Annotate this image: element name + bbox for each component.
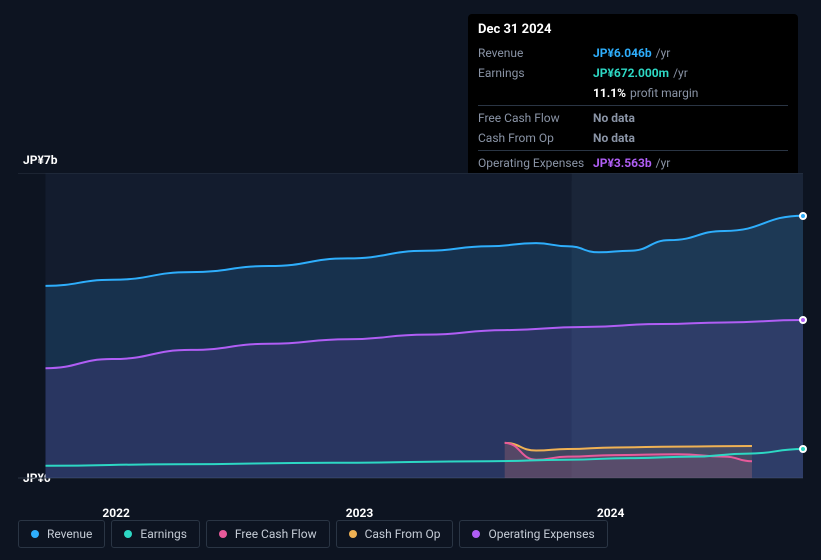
x-axis-label: 2023 <box>346 506 374 520</box>
legend-item-fcf[interactable]: Free Cash Flow <box>206 520 330 548</box>
tooltip-row: EarningsJP¥672.000m/yr <box>478 63 788 83</box>
legend-item-cashfromop[interactable]: Cash From Op <box>336 520 454 548</box>
legend-label: Operating Expenses <box>488 527 594 541</box>
legend-dot-icon <box>31 530 39 538</box>
chart-plot-area[interactable]: JP¥7b JP¥0 202220232024 <box>18 155 803 500</box>
tooltip-metric-value: No data <box>593 131 635 145</box>
legend-dot-icon <box>124 530 132 538</box>
tooltip-metric-value: JP¥672.000m <box>593 66 669 80</box>
x-axis-label: 2022 <box>102 506 130 520</box>
tooltip-metric-label: Revenue <box>478 46 593 60</box>
tooltip-metric-label: Cash From Op <box>478 131 593 145</box>
legend-label: Earnings <box>140 527 187 541</box>
tooltip-metric-label: Free Cash Flow <box>478 111 593 125</box>
tooltip-date: Dec 31 2024 <box>478 22 788 37</box>
tooltip-metric-suffix: /yr <box>656 46 671 60</box>
tooltip-metric-value: 11.1% <box>593 86 626 100</box>
legend-dot-icon <box>219 530 227 538</box>
tooltip-row: 11.1% profit margin <box>478 83 788 103</box>
tooltip-row: Free Cash FlowNo data <box>478 105 788 128</box>
legend-label: Cash From Op <box>365 527 441 541</box>
legend-label: Free Cash Flow <box>235 527 317 541</box>
tooltip-metric-suffix: profit margin <box>630 86 698 100</box>
legend-dot-icon <box>349 530 357 538</box>
y-axis-top-label: JP¥7b <box>23 153 58 167</box>
legend-item-earnings[interactable]: Earnings <box>111 520 200 548</box>
x-axis-label: 2024 <box>597 506 625 520</box>
tooltip-metric-value: No data <box>593 111 635 125</box>
earnings-end-marker <box>799 445 807 453</box>
tooltip-metric-value: JP¥6.046b <box>593 46 652 60</box>
chart-legend: Revenue Earnings Free Cash Flow Cash From O… <box>18 520 608 548</box>
legend-label: Revenue <box>47 527 92 541</box>
tooltip-metric-suffix: /yr <box>673 66 688 80</box>
tooltip-row: Cash From OpNo data <box>478 128 788 148</box>
legend-item-opex[interactable]: Operating Expenses <box>459 520 607 548</box>
legend-dot-icon <box>472 530 480 538</box>
legend-item-revenue[interactable]: Revenue <box>18 520 105 548</box>
tooltip-row: RevenueJP¥6.046b/yr <box>478 43 788 63</box>
tooltip-metric-label: Earnings <box>478 66 593 80</box>
revenue-end-marker <box>799 212 807 220</box>
opex-end-marker <box>799 316 807 324</box>
